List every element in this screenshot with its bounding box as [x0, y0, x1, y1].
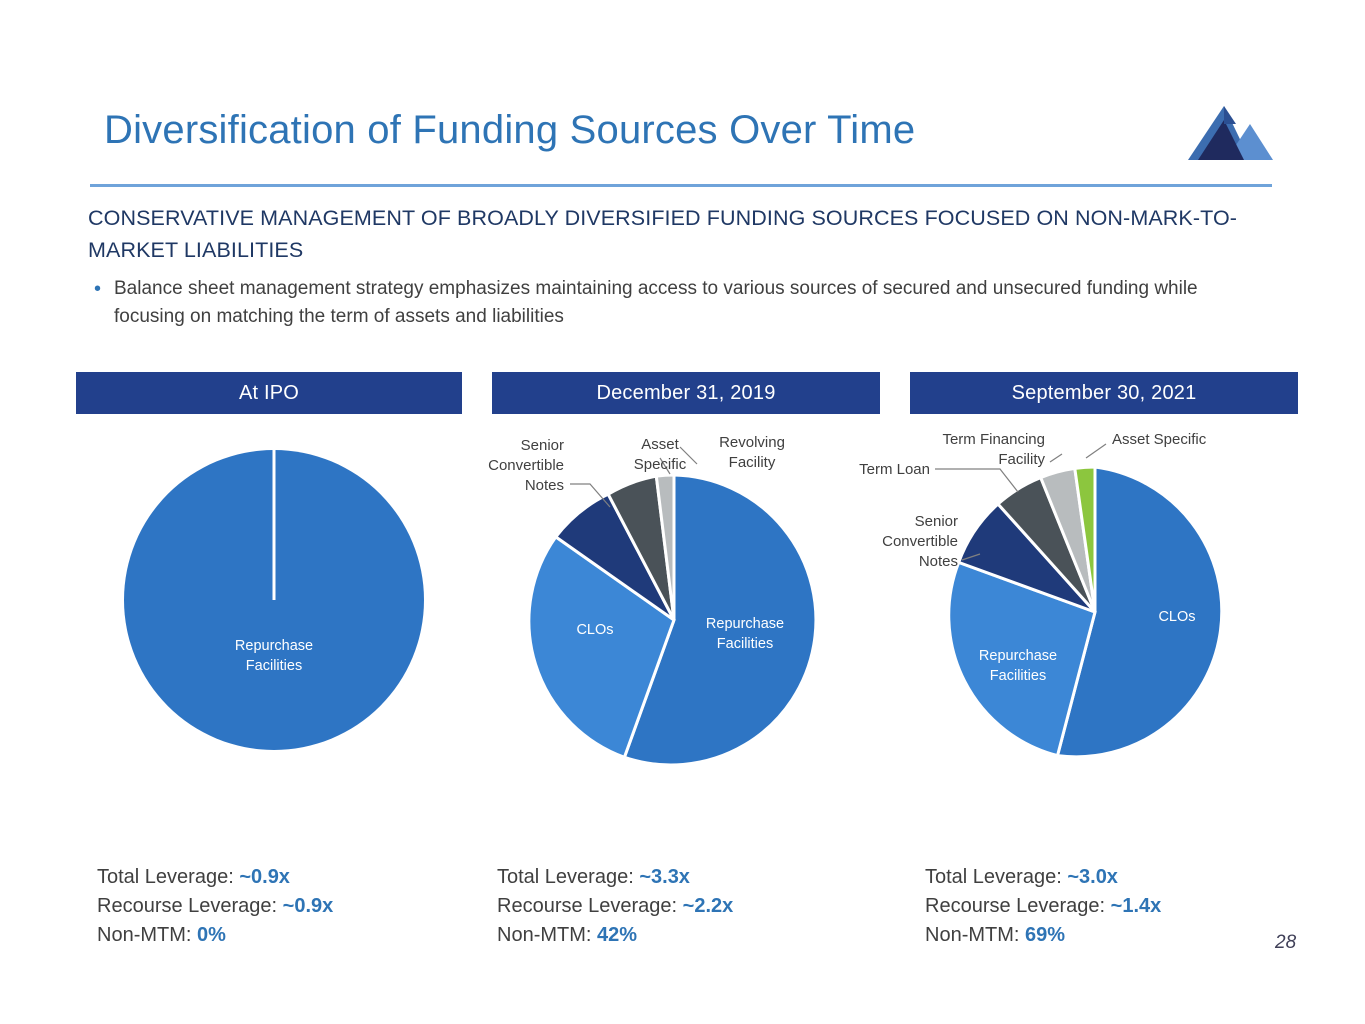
- stat-recourse-leverage: Recourse Leverage: ~2.2x: [497, 892, 733, 921]
- pie-label-repurchase-line1: Repurchase: [979, 648, 1057, 664]
- stat-total-leverage: Total Leverage: ~3.0x: [925, 863, 1161, 892]
- stats-dec-2019: Total Leverage: ~3.3x Recourse Leverage:…: [497, 863, 733, 950]
- pie-chart-dec-2019: Repurchase Facilities CLOs Senior Conver…: [488, 414, 880, 834]
- stat-total-leverage: Total Leverage: ~3.3x: [497, 863, 733, 892]
- pie-outlabel-scn-line3: Notes: [525, 477, 564, 494]
- stat-recourse-leverage-value: ~0.9x: [282, 895, 334, 917]
- pie-slice-clos: [527, 534, 676, 760]
- pie-outlabel-scn-line2: Convertible: [882, 533, 958, 550]
- stats-at-ipo: Total Leverage: ~0.9x Recourse Leverage:…: [97, 863, 333, 950]
- stat-total-leverage-label: Total Leverage:: [925, 866, 1068, 888]
- stat-non-mtm-label: Non-MTM:: [97, 924, 197, 946]
- stat-recourse-leverage-label: Recourse Leverage:: [925, 895, 1111, 917]
- column-header-sep-2021: September 30, 2021: [910, 372, 1298, 414]
- bullet-body-text: Balance sheet management strategy emphas…: [114, 278, 1198, 327]
- pie-outlabel-tff-line2: Facility: [998, 451, 1045, 468]
- leader-line-senior-convertible-notes: [961, 553, 981, 561]
- bullet-marker-icon: •: [94, 278, 102, 300]
- pie-label-clos: CLOs: [1158, 609, 1195, 625]
- bullet-item: • Balance sheet management strategy emph…: [90, 275, 1250, 331]
- mountain-logo: [1188, 106, 1273, 160]
- leader-line-term-loan: [935, 468, 1019, 493]
- column-at-ipo: At IPO Repurchase Facilities: [76, 372, 462, 834]
- pie-label-repurchase-line2: Facilities: [717, 636, 773, 652]
- pie-outlabel-asset-line2: Specific: [634, 456, 687, 473]
- leader-line-senior-convertible-notes: [570, 483, 611, 508]
- stat-recourse-leverage-value: ~1.4x: [1110, 895, 1162, 917]
- pie-outlabel-revolving-line2: Facility: [729, 454, 776, 471]
- pie-outlabel-asset-specific: Asset Specific: [1112, 431, 1207, 448]
- pie-outlabel-tff-line1: Term Financing: [942, 431, 1045, 448]
- pie-outlabel-scn-line2: Convertible: [488, 457, 564, 474]
- stat-total-leverage: Total Leverage: ~0.9x: [97, 863, 333, 892]
- pie-outlabel-scn-line1: Senior: [521, 437, 564, 454]
- column-header-at-ipo: At IPO: [76, 372, 462, 414]
- pie-slice-revolving-facility: [654, 473, 676, 621]
- pie-label-repurchase-line2: Facilities: [990, 668, 1046, 684]
- stat-non-mtm: Non-MTM: 69%: [925, 921, 1161, 950]
- pie-chart-at-ipo: Repurchase Facilities: [76, 414, 462, 834]
- stat-non-mtm-value: 42%: [597, 924, 638, 946]
- leader-line-asset-specific: [1085, 443, 1107, 459]
- title-divider: [90, 184, 1272, 187]
- stat-recourse-leverage: Recourse Leverage: ~0.9x: [97, 892, 333, 921]
- pie-outlabel-asset-line1: Asset: [641, 436, 679, 453]
- stat-non-mtm: Non-MTM: 0%: [97, 921, 333, 950]
- pie-slice-clos: [1055, 465, 1224, 759]
- leader-line-revolving-facility: [679, 446, 698, 465]
- stat-total-leverage-value: ~3.3x: [639, 866, 690, 888]
- pie-label-repurchase-line2: Facilities: [246, 658, 302, 674]
- stat-recourse-leverage-label: Recourse Leverage:: [497, 895, 683, 917]
- stats-sep-2021: Total Leverage: ~3.0x Recourse Leverage:…: [925, 863, 1161, 950]
- pie-slice-repurchase-facilities: [947, 560, 1097, 758]
- pie-outlabel-term-loan: Term Loan: [859, 461, 930, 478]
- stat-non-mtm-value: 0%: [197, 924, 226, 946]
- stat-total-leverage-value: ~0.9x: [239, 866, 290, 888]
- stat-total-leverage-label: Total Leverage:: [97, 866, 240, 888]
- column-sep-2021: September 30, 2021 CLOs Repurchase: [859, 372, 1298, 834]
- pie-outlabel-revolving-line1: Revolving: [719, 434, 785, 451]
- pie-slice-repurchase-facilities: [622, 473, 818, 767]
- stat-recourse-leverage-label: Recourse Leverage:: [97, 895, 283, 917]
- leader-line-asset-specific: [659, 457, 671, 475]
- pie-outlabel-scn-line1: Senior: [915, 513, 958, 530]
- stat-recourse-leverage-value: ~2.2x: [682, 895, 734, 917]
- subhead-text: CONSERVATIVE MANAGEMENT OF BROADLY DIVER…: [88, 206, 1238, 262]
- stat-non-mtm-value: 69%: [1025, 924, 1066, 946]
- page-number: 28: [1275, 932, 1297, 953]
- stat-recourse-leverage: Recourse Leverage: ~1.4x: [925, 892, 1161, 921]
- pie-label-repurchase-line1: Repurchase: [706, 616, 784, 632]
- stat-non-mtm: Non-MTM: 42%: [497, 921, 733, 950]
- pie-slice-asset-specific: [1073, 465, 1097, 613]
- stat-total-leverage-label: Total Leverage:: [497, 866, 640, 888]
- stat-non-mtm-label: Non-MTM:: [925, 924, 1025, 946]
- stat-total-leverage-value: ~3.0x: [1067, 866, 1118, 888]
- pie-label-clos: CLOs: [576, 622, 613, 638]
- pie-label-repurchase-line1: Repurchase: [235, 638, 313, 654]
- page-title: Diversification of Funding Sources Over …: [104, 108, 916, 152]
- column-dec-2019: December 31, 2019 Repurchase Facilities …: [488, 372, 880, 834]
- leader-line-term-financing-facility: [1049, 453, 1063, 463]
- column-header-dec-2019: December 31, 2019: [492, 372, 880, 414]
- stat-non-mtm-label: Non-MTM:: [497, 924, 597, 946]
- pie-outlabel-scn-line3: Notes: [919, 553, 958, 570]
- pie-chart-sep-2021: CLOs Repurchase Facilities Senior Conver…: [859, 414, 1298, 834]
